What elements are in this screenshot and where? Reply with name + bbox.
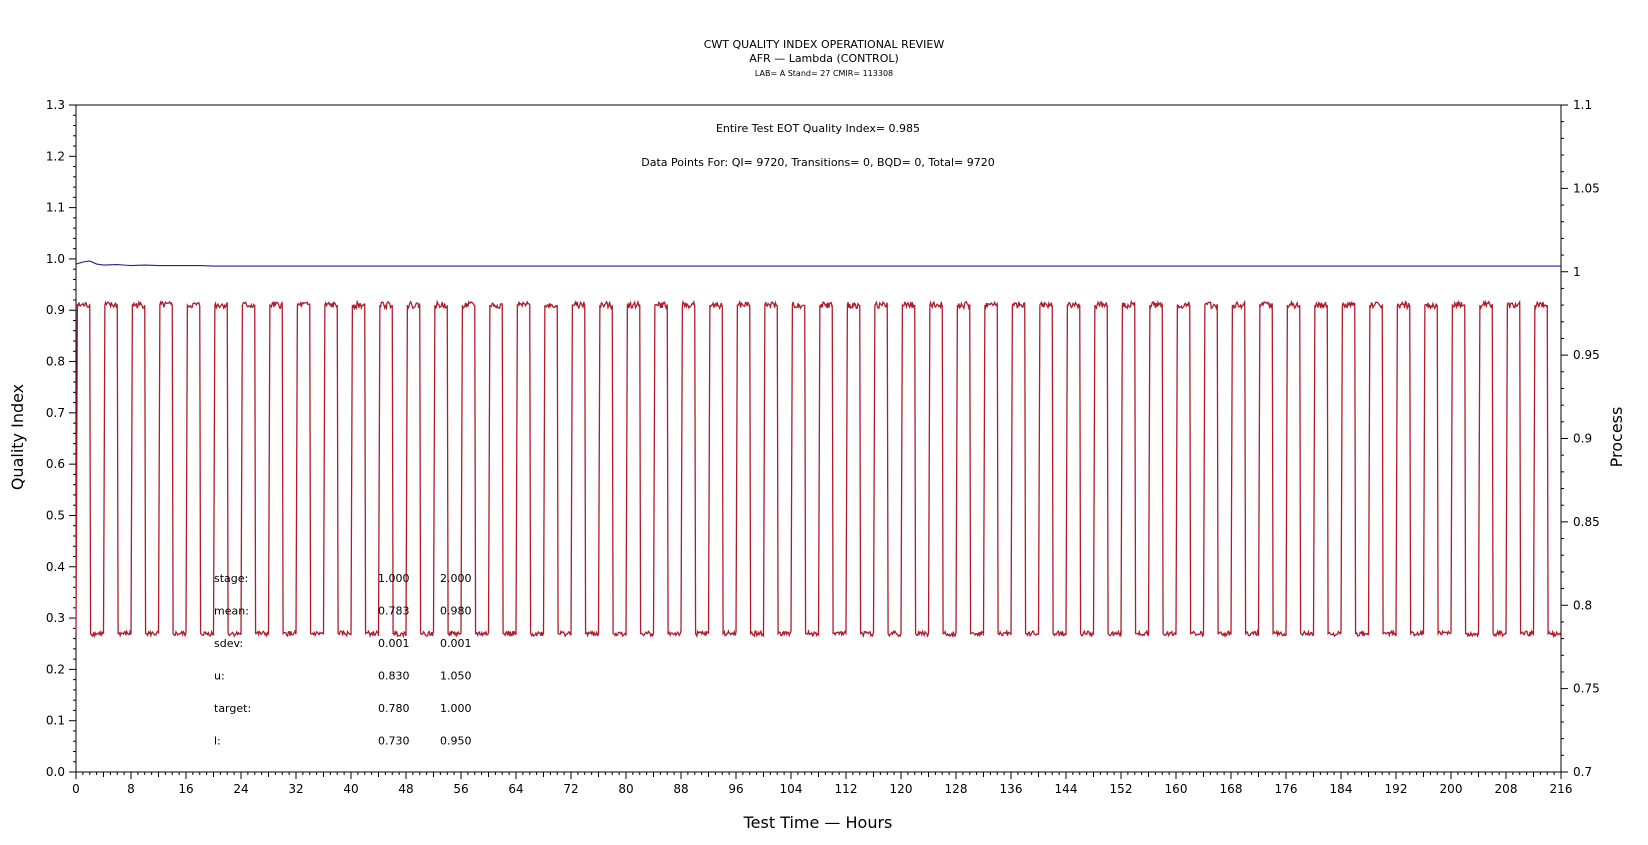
y-axis-label: Quality Index [8, 384, 27, 490]
chart-subtitle: AFR — Lambda (CONTROL) [749, 52, 899, 65]
x-tick-label: 64 [508, 782, 523, 796]
stats-value-stage2: 1.050 [440, 670, 472, 683]
y-axis-label-right: Process [1607, 407, 1626, 468]
x-tick-label: 176 [1275, 782, 1298, 796]
x-tick-label: 96 [728, 782, 743, 796]
y-tick-label: 0.5 [46, 508, 65, 522]
stats-table: stage: 1.000 2.000 mean: 0.783 0.980 sdev: 0.00… [214, 572, 472, 748]
x-tick-label: 40 [343, 782, 358, 796]
stats-value-stage1: 0.001 [378, 637, 410, 650]
x-tick-label: 216 [1550, 782, 1573, 796]
x-tick-label: 8 [127, 782, 135, 796]
y-tick-label: 0.2 [46, 662, 65, 676]
x-tick-label: 56 [453, 782, 468, 796]
stats-value-stage2: 0.950 [440, 735, 472, 748]
x-tick-label: 152 [1110, 782, 1133, 796]
x-tick-label: 48 [398, 782, 413, 796]
x-tick-label: 208 [1495, 782, 1518, 796]
y-tick-label: 0.3 [46, 611, 65, 625]
stats-value-stage2: 0.001 [440, 637, 472, 650]
stats-value-stage1: 1.000 [378, 572, 410, 585]
x-tick-label: 200 [1440, 782, 1463, 796]
x-tick-label: 16 [178, 782, 193, 796]
stats-value-stage1: 0.830 [378, 670, 410, 683]
stats-row-label: u: [214, 670, 225, 683]
y-tick-label: 1.2 [46, 149, 65, 163]
stats-value-stage1: 0.783 [378, 605, 410, 618]
quality-index-annotation: Entire Test EOT Quality Index= 0.985 [716, 122, 920, 135]
y-right-tick-label: 0.85 [1573, 515, 1600, 529]
y-right-tick-label: 0.9 [1573, 432, 1592, 446]
chart-title: CWT QUALITY INDEX OPERATIONAL REVIEW [704, 38, 945, 51]
x-tick-label: 24 [233, 782, 248, 796]
stats-row-label: mean: [214, 605, 249, 618]
x-tick-label: 112 [835, 782, 858, 796]
x-tick-label: 160 [1165, 782, 1188, 796]
stats-row-label: target: [214, 702, 251, 715]
y-tick-label: 0.1 [46, 714, 65, 728]
y-tick-label: 0.8 [46, 355, 65, 369]
x-tick-label: 184 [1330, 782, 1353, 796]
y-tick-label: 0.7 [46, 406, 65, 420]
x-tick-label: 72 [563, 782, 578, 796]
y-tick-label: 1.1 [46, 201, 65, 215]
y-right-tick-label: 0.95 [1573, 348, 1600, 362]
y-tick-label: 0.6 [46, 457, 65, 471]
process-series-line [75, 299, 1562, 639]
y-tick-label: 0.4 [46, 560, 65, 574]
y-right-tick-label: 1.1 [1573, 98, 1592, 112]
x-tick-label: 192 [1385, 782, 1408, 796]
y-right-tick-label: 0.8 [1573, 598, 1592, 612]
x-tick-label: 168 [1220, 782, 1243, 796]
stats-row-label: sdev: [214, 637, 243, 650]
x-tick-label: 136 [1000, 782, 1023, 796]
x-tick-label: 80 [618, 782, 633, 796]
x-tick-label: 128 [945, 782, 968, 796]
stats-row-label: l: [214, 735, 221, 748]
y-tick-label: 0.9 [46, 303, 65, 317]
x-axis-label: Test Time — Hours [743, 813, 893, 832]
stats-value-stage2: 1.000 [440, 702, 472, 715]
quality-index-series-line [75, 260, 1561, 267]
y-tick-label: 0.0 [46, 765, 65, 779]
y-right-tick-label: 0.7 [1573, 765, 1592, 779]
data-points-annotation: Data Points For: QI= 9720, Transitions= … [641, 156, 995, 169]
x-tick-label: 144 [1055, 782, 1078, 796]
plot-frame [75, 104, 1562, 773]
x-tick-label: 32 [288, 782, 303, 796]
chart-subtitle2: LAB= A Stand= 27 CMIR= 113308 [755, 69, 893, 78]
stats-row-label: stage: [214, 572, 248, 585]
x-tick-label: 104 [780, 782, 803, 796]
y-right-tick-label: 1.05 [1573, 181, 1600, 195]
y-tick-label: 1.3 [46, 98, 65, 112]
x-tick-label: 120 [890, 782, 913, 796]
stats-value-stage2: 0.980 [440, 605, 472, 618]
y-right-tick-label: 0.75 [1573, 682, 1600, 696]
stats-value-stage1: 0.730 [378, 735, 410, 748]
stats-value-stage2: 2.000 [440, 572, 472, 585]
stats-value-stage1: 0.780 [378, 702, 410, 715]
x-tick-label: 0 [72, 782, 80, 796]
x-tick-label: 88 [673, 782, 688, 796]
y-right-tick-label: 1 [1573, 265, 1581, 279]
y-tick-label: 1.0 [46, 252, 65, 266]
